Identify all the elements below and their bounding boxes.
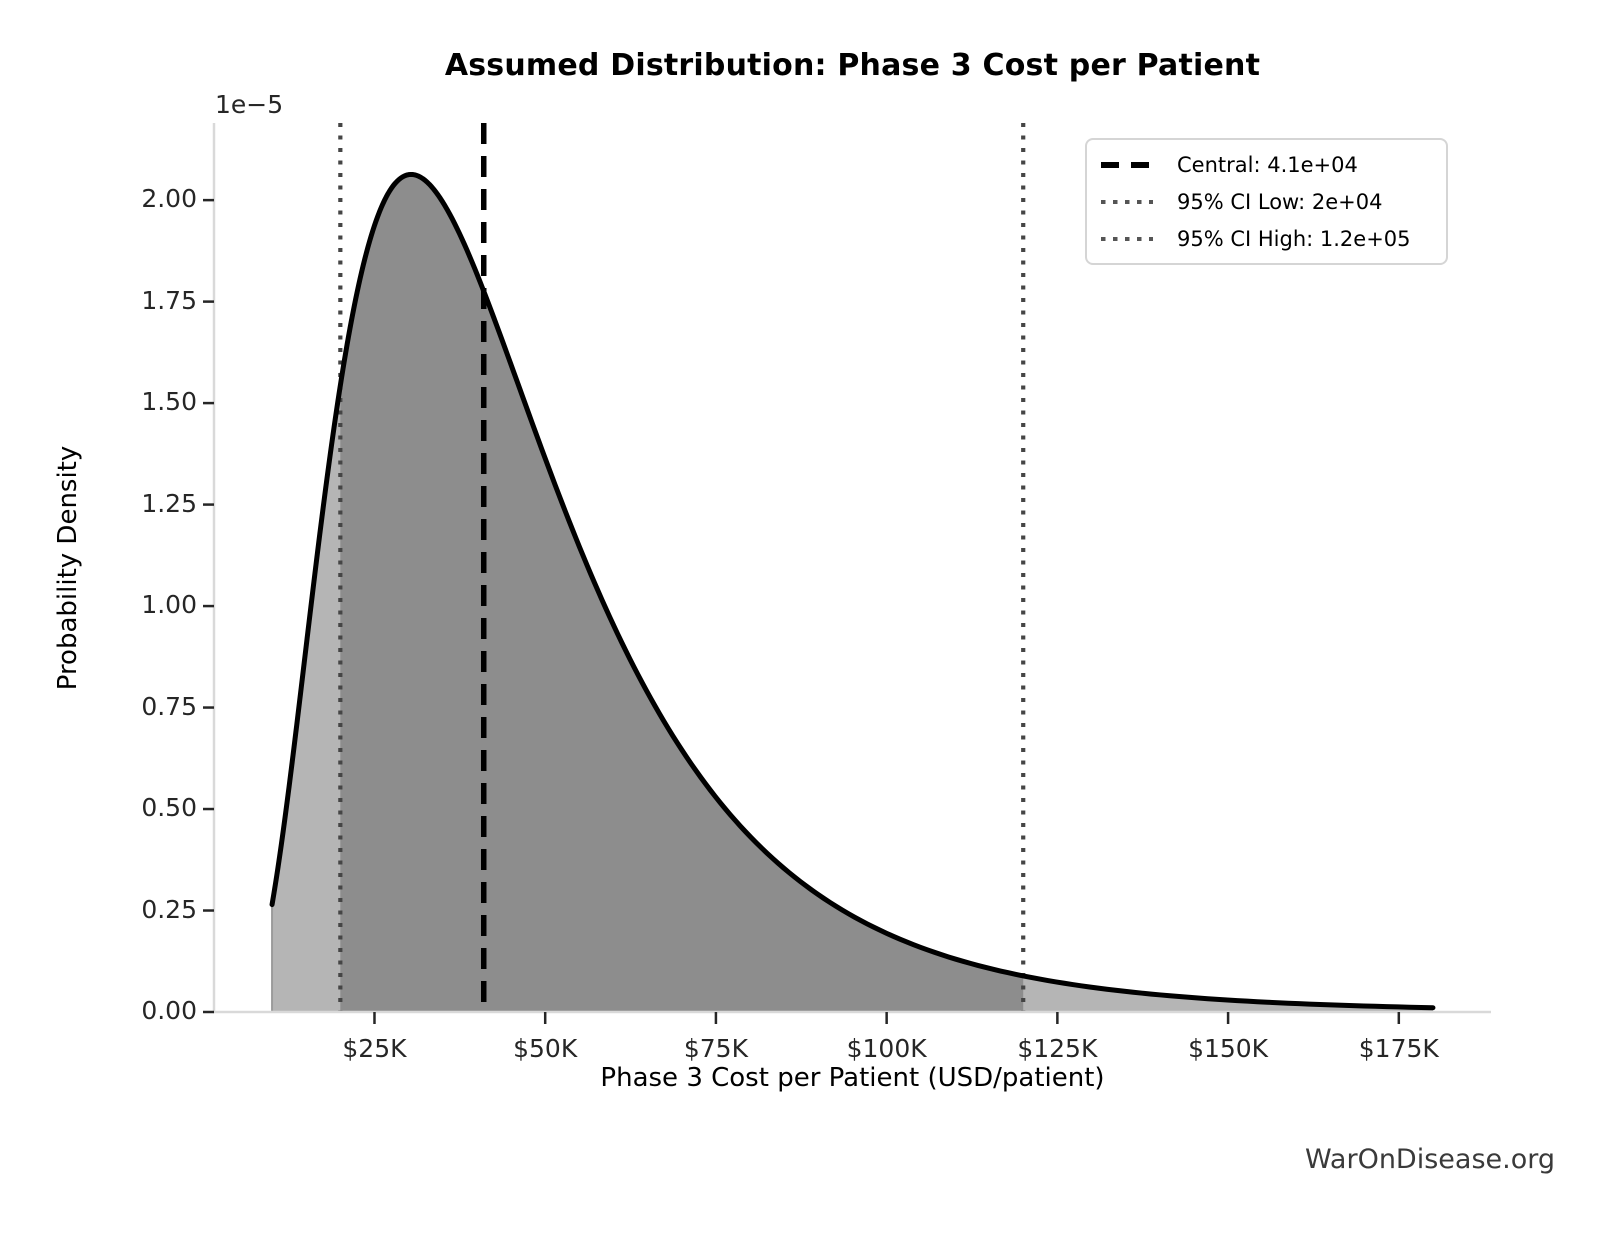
x-tick-label: $100K bbox=[846, 1034, 927, 1063]
x-tick-label: $50K bbox=[513, 1034, 578, 1063]
legend-label-ci-low: 95% CI Low: 2e+04 bbox=[1177, 189, 1383, 214]
y-tick-label: 2.00 bbox=[141, 184, 197, 214]
ci-area-fill bbox=[340, 174, 1024, 1012]
y-tick-label: 1.25 bbox=[141, 488, 197, 518]
chart-title: Assumed Distribution: Phase 3 Cost per P… bbox=[444, 48, 1261, 83]
y-tick-label: 0.75 bbox=[141, 691, 197, 721]
x-tick-label: $75K bbox=[683, 1034, 748, 1063]
legend-label-central: Central: 4.1e+04 bbox=[1177, 152, 1358, 177]
y-tick-label: 1.75 bbox=[141, 285, 197, 315]
dashed-line-sample bbox=[1101, 161, 1153, 168]
y-tick-label: 1.00 bbox=[141, 590, 197, 620]
legend: Central: 4.1e+04 95% CI Low: 2e+04 95% C… bbox=[1085, 138, 1448, 265]
y-tick-label: 0.50 bbox=[141, 793, 197, 823]
y-axis-offset-label: 1e−5 bbox=[215, 90, 284, 119]
x-tick-label: $125K bbox=[1017, 1034, 1098, 1063]
dotted-line-sample bbox=[1101, 236, 1153, 241]
dotted-line-sample bbox=[1101, 199, 1153, 204]
legend-item-ci-low: 95% CI Low: 2e+04 bbox=[1101, 190, 1436, 214]
legend-label-ci-high: 95% CI High: 1.2e+05 bbox=[1177, 226, 1411, 251]
density-curve bbox=[269, 171, 1436, 1011]
x-axis-label: Phase 3 Cost per Patient (USD/patient) bbox=[600, 1063, 1105, 1093]
x-tick-label: $175K bbox=[1358, 1034, 1439, 1063]
legend-item-ci-high: 95% CI High: 1.2e+05 bbox=[1101, 227, 1436, 251]
y-tick-label: 0.25 bbox=[141, 894, 197, 924]
x-tick-label: $150K bbox=[1188, 1034, 1269, 1063]
legend-item-central: Central: 4.1e+04 bbox=[1101, 153, 1436, 177]
y-tick-label: 0.00 bbox=[141, 996, 197, 1025]
x-tick-label: $25K bbox=[342, 1034, 407, 1063]
y-tick-label: 1.50 bbox=[141, 387, 197, 417]
watermark: WarOnDisease.org bbox=[1304, 1144, 1555, 1175]
